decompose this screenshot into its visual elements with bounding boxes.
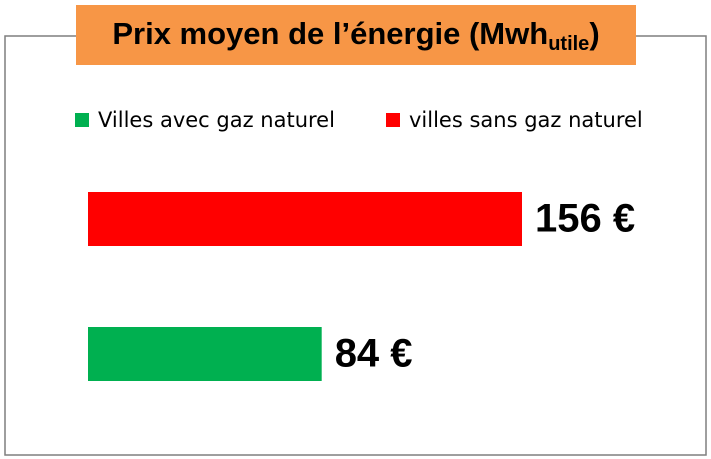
legend-label: Villes avec gaz naturel [98, 108, 335, 132]
title-subscript: utile [548, 33, 589, 55]
title-end: ) [589, 16, 599, 51]
bar [88, 327, 322, 381]
title-text: Prix moyen de l’énergie (Mwh [112, 16, 548, 51]
bar [88, 192, 522, 246]
legend-swatch [75, 113, 89, 127]
chart-title: Prix moyen de l’énergie (Mwhutile) [112, 16, 599, 55]
title-box [76, 5, 636, 65]
legend-label: villes sans gaz naturel [409, 108, 643, 132]
value-label: 156 € [535, 197, 635, 241]
value-label: 84 € [335, 332, 413, 376]
legend-swatch [386, 113, 400, 127]
